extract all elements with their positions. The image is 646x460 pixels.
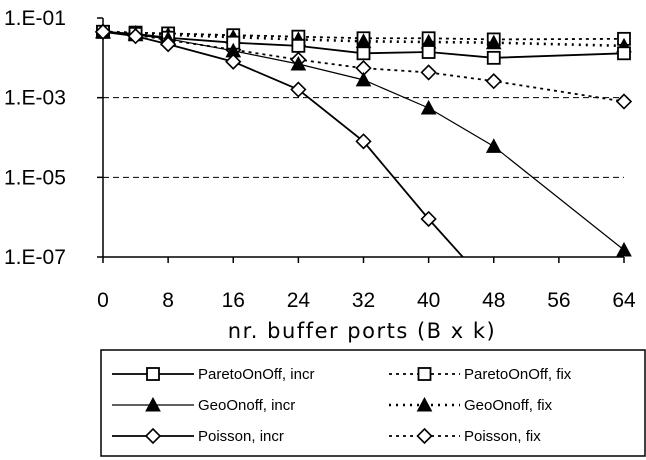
data-point [159,36,177,53]
y-tick-label: 1.E-05 [4,166,66,189]
data-point [420,99,437,115]
data-point [485,138,502,153]
x-tick-label: 16 [222,289,245,312]
data-point [485,34,502,50]
legend: ParetoOnOff, incr ParetoOnOff, fix GeoOnof… [100,349,646,457]
y-tick-label: 1.E-07 [4,246,66,269]
legend-label: ParetoOnOff, incr [198,366,314,383]
legend-item-paretoonoff-incr: ParetoOnOff, incr [112,366,314,383]
series-paretoonoff-incr [96,24,631,65]
series-line [102,30,625,48]
data-point [356,46,371,61]
legend-item-paretoonoff-fix: ParetoOnOff, fix [389,366,572,383]
data-point [290,81,307,98]
legend-swatch-marker [146,367,160,381]
x-tick-label: 64 [612,289,636,312]
legend-label: Poisson, fix [464,428,541,445]
x-tick-label: 40 [417,289,440,312]
legend-swatch-marker [144,427,162,445]
legend-box [100,349,646,457]
data-point [290,55,307,71]
axes [97,17,625,263]
data-point [94,23,112,40]
x-tick-label: 8 [162,289,174,312]
data-point [420,64,437,81]
grid-lines [103,97,624,178]
legend-label: GeoOnoff, fix [464,397,553,414]
data-point [486,50,501,65]
legend-item-geoonoff-incr: GeoOnoff, incr [112,396,295,414]
legend-item-poisson-incr: Poisson, incr [112,427,284,445]
data-point [616,241,632,257]
tick-labels: 1.E-01 1.E-03 1.E-05 1.E-07 0 8 16 24 32 40 48 56 64 [4,7,636,312]
x-tick-label: 56 [547,289,570,312]
x-tick-label: 32 [352,289,375,312]
data-point [225,53,242,70]
data-point [127,28,144,45]
legend-item-geoonoff-fix: GeoOnoff, fix [389,396,553,414]
plot-area [94,23,633,257]
legend-label: GeoOnoff, incr [198,397,295,414]
data-point [421,45,436,59]
series-line [102,30,464,257]
series-poisson-incr [94,23,464,257]
legend-item-poisson-fix: Poisson, fix [389,427,541,445]
legend-swatch-marker [416,427,433,445]
y-tick-label: 1.E-01 [4,7,66,30]
data-point [617,46,631,61]
x-tick-label: 0 [97,289,109,312]
legend-label: ParetoOnOff, fix [464,366,572,383]
x-axis-title: nr. buffer ports (B x k) [228,319,496,343]
legend-label: Poisson, incr [198,428,284,445]
data-point [355,71,372,87]
x-tick-label: 24 [287,289,311,312]
x-tick-label: 48 [482,289,505,312]
data-point [485,73,502,90]
data-point [420,210,437,228]
data-point [615,93,633,110]
data-point [291,38,306,53]
legend-items: ParetoOnOff, incr ParetoOnOff, fix GeoOnof… [112,366,572,445]
y-tick-label: 1.E-03 [4,87,66,110]
legend-swatch-marker [417,367,432,381]
legend-swatch-marker [145,396,161,412]
legend-swatch-marker [416,396,433,412]
data-point [355,133,372,150]
